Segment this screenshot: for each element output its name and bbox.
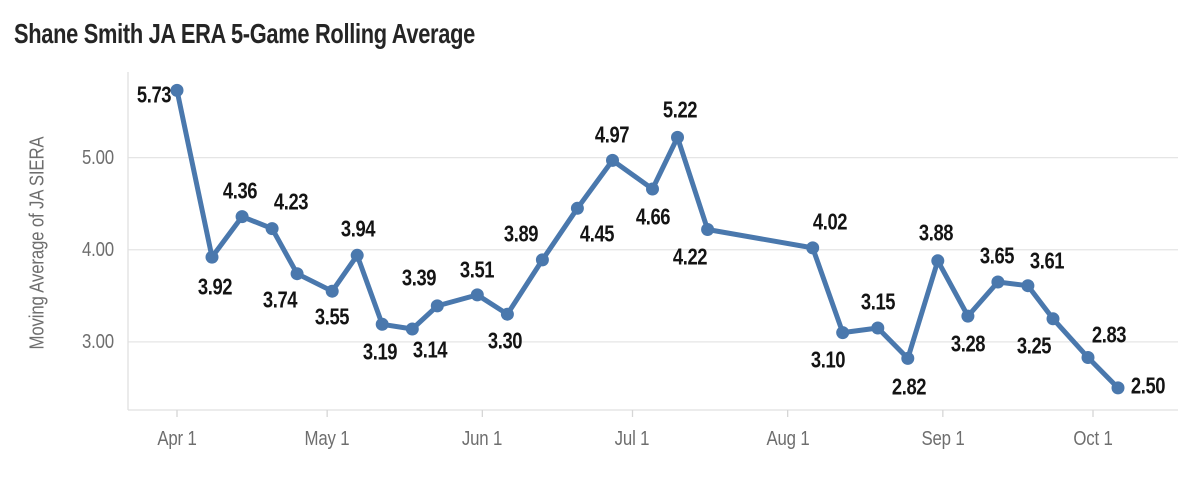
x-tick-label: May 1 — [304, 428, 350, 450]
data-point-label: 4.45 — [580, 220, 615, 247]
data-point — [871, 321, 885, 335]
data-point — [290, 267, 304, 281]
data-point-label: 4.02 — [812, 208, 848, 235]
data-point — [470, 288, 484, 302]
data-point-label: 3.30 — [488, 327, 523, 354]
data-point — [961, 309, 975, 323]
data-point-label: 3.19 — [363, 338, 398, 365]
data-point — [265, 222, 279, 236]
y-tick-label: 5.00 — [81, 146, 114, 169]
data-point — [205, 250, 219, 264]
data-point-label: 3.61 — [1029, 247, 1065, 274]
data-point-label: 5.22 — [662, 96, 697, 123]
data-point-label: 4.23 — [273, 188, 309, 215]
data-point — [646, 182, 659, 196]
data-point — [1111, 381, 1125, 395]
data-point-label: 3.92 — [197, 273, 233, 300]
data-point-label: 3.51 — [460, 256, 495, 283]
x-tick-label: Apr 1 — [157, 428, 197, 450]
data-point — [375, 317, 389, 331]
data-point — [350, 248, 364, 262]
data-point — [1046, 312, 1060, 326]
data-point-label: 3.89 — [504, 220, 539, 247]
data-point-label: 3.74 — [263, 286, 298, 313]
data-point — [701, 223, 715, 236]
x-tick-label: Jun 1 — [462, 428, 503, 450]
data-point-label: 3.39 — [402, 264, 437, 291]
data-point-label: 3.14 — [413, 336, 448, 363]
data-point-label: 5.73 — [136, 81, 172, 108]
data-point-label: 4.66 — [635, 203, 670, 230]
y-tick-label: 3.00 — [81, 330, 114, 353]
data-point-label: 3.28 — [950, 330, 986, 357]
data-point — [806, 241, 820, 255]
x-tick-label: Jul 1 — [615, 428, 650, 450]
y-tick-label: 4.00 — [81, 238, 114, 261]
data-point-label: 3.10 — [810, 346, 846, 373]
data-point — [500, 307, 514, 321]
data-point — [901, 351, 915, 365]
data-point — [1021, 279, 1035, 293]
data-point — [235, 210, 249, 224]
data-point-label: 3.65 — [979, 242, 1015, 269]
data-point-label: 4.22 — [672, 243, 707, 270]
data-point-label: 3.15 — [860, 288, 896, 315]
data-point-label: 3.88 — [918, 219, 954, 246]
data-point — [931, 254, 945, 268]
data-point-label: 4.97 — [595, 121, 630, 148]
data-point-label: 2.83 — [1091, 321, 1127, 347]
data-point — [671, 130, 684, 144]
data-point-label: 3.55 — [315, 303, 350, 330]
data-point-label: 4.36 — [222, 177, 258, 204]
data-point — [836, 326, 850, 340]
data-point — [991, 275, 1005, 289]
data-point-label: 2.50 — [1130, 372, 1166, 399]
chart-title: Shane Smith JA ERA 5-Game Rolling Averag… — [14, 18, 475, 49]
data-point — [535, 253, 549, 267]
data-point-label: 2.82 — [891, 373, 927, 400]
data-point — [325, 284, 339, 298]
data-point — [570, 201, 584, 215]
x-tick-label: Sep 1 — [921, 428, 965, 450]
data-point — [606, 153, 619, 167]
data-point — [1081, 351, 1095, 364]
data-point — [430, 299, 444, 313]
data-point — [170, 83, 184, 97]
x-tick-label: Oct 1 — [1073, 428, 1113, 450]
data-point — [405, 322, 419, 336]
data-point-label: 3.25 — [1016, 332, 1052, 359]
x-tick-label: Aug 1 — [766, 428, 810, 450]
data-point-label: 3.94 — [341, 215, 376, 242]
